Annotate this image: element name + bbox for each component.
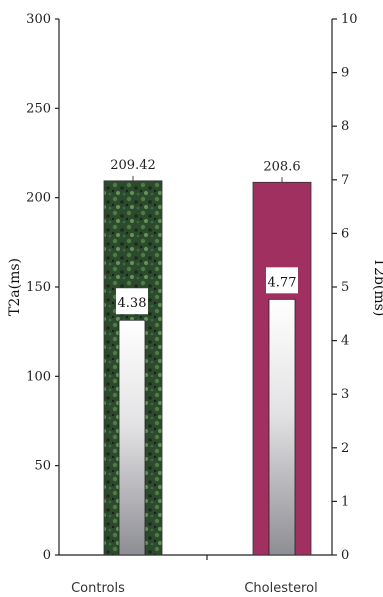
right-tick-label: 0 — [341, 548, 349, 563]
right-tick-label: 6 — [341, 226, 349, 241]
right-tick-label: 9 — [341, 66, 349, 81]
inner-bars: 4.38 4.77 — [116, 267, 298, 556]
left-tick-label: 300 — [26, 12, 51, 27]
bar-value-label: 208.6 — [263, 159, 300, 174]
right-tick-label: 7 — [341, 173, 349, 188]
left-tick-label: 100 — [26, 369, 51, 384]
right-tick-label: 5 — [341, 280, 349, 295]
inner-value-label: 4.77 — [268, 275, 297, 290]
bar-inner — [118, 319, 146, 556]
y-left-axis-title: T2a(ms) — [7, 258, 23, 316]
left-axis-ticks: 0 50 100 150 200 250 300 — [26, 12, 59, 563]
right-tick-label: 2 — [341, 441, 349, 456]
right-tick-label: 3 — [341, 387, 349, 402]
left-tick-label: 0 — [43, 548, 51, 563]
left-tick-label: 50 — [34, 459, 51, 474]
category-labels: Controls Cholesterol — [71, 555, 318, 596]
right-tick-label: 1 — [341, 494, 349, 509]
y-right-axis-title: T2b(ms) — [371, 258, 383, 317]
left-tick-label: 150 — [26, 280, 51, 295]
bar-value-label: 209.42 — [110, 158, 156, 173]
left-tick-label: 200 — [26, 191, 51, 206]
right-tick-label: 8 — [341, 119, 349, 134]
right-tick-label: 4 — [341, 334, 349, 349]
right-tick-label: 10 — [341, 12, 358, 27]
inner-value-label: 4.38 — [118, 296, 147, 311]
category-label: Cholesterol — [244, 581, 317, 596]
category-label: Controls — [71, 581, 125, 596]
bar-inner — [268, 298, 296, 556]
inner-label-box — [116, 288, 148, 315]
right-axis-ticks: 0 1 2 3 4 5 6 7 8 9 10 — [332, 12, 358, 563]
inner-label-box — [266, 267, 298, 294]
left-tick-label: 250 — [26, 101, 51, 116]
